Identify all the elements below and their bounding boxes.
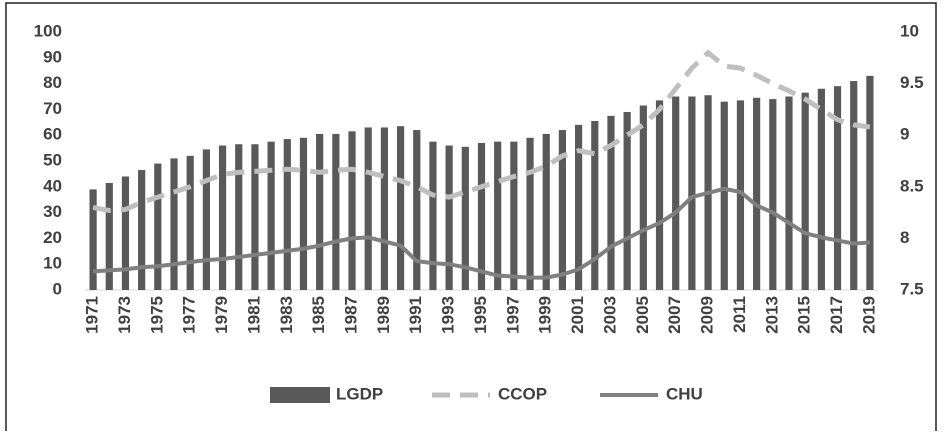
x-tick-label: 1995 <box>471 296 490 334</box>
y2-tick-label: 9.5 <box>900 73 924 92</box>
y2-tick-label: 10 <box>900 21 919 40</box>
y-tick-label: 60 <box>43 125 62 144</box>
bar <box>251 144 259 290</box>
y-tick-label: 80 <box>43 73 62 92</box>
x-tick-label: 1997 <box>503 296 522 334</box>
x-tick-label: 1983 <box>277 296 296 334</box>
legend-label: CHU <box>666 384 703 403</box>
bar <box>526 137 534 290</box>
x-tick-label: 2003 <box>600 296 619 334</box>
x-tick-label: 1987 <box>342 296 361 334</box>
x-tick-label: 1973 <box>115 296 134 334</box>
bar <box>138 170 146 290</box>
y-tick-label: 90 <box>43 47 62 66</box>
bar <box>283 139 291 290</box>
bar <box>429 141 437 290</box>
bar <box>558 130 567 290</box>
bar <box>753 97 761 290</box>
y2-tick-label: 8.5 <box>900 176 924 195</box>
x-tick-label: 2007 <box>665 296 684 334</box>
y2-tick-label: 8 <box>900 228 909 247</box>
line <box>92 186 871 280</box>
bar <box>510 141 518 290</box>
bar <box>413 130 421 290</box>
x-tick-label: 2015 <box>795 296 814 334</box>
bar <box>607 115 615 290</box>
bar <box>817 88 825 290</box>
frame <box>5 2 937 436</box>
bar <box>89 189 97 290</box>
x-tick-label: 2013 <box>762 296 781 334</box>
bar <box>494 141 502 290</box>
legend-label: CCOP <box>498 384 547 403</box>
x-tick-label: 1981 <box>244 296 263 334</box>
bar <box>299 137 308 290</box>
bar <box>121 176 130 290</box>
bar <box>785 96 793 290</box>
bar <box>267 141 275 290</box>
bar <box>105 182 113 290</box>
bar <box>477 142 486 290</box>
bar <box>542 133 550 290</box>
bar <box>720 101 728 290</box>
line <box>92 50 871 214</box>
x-tick-label: 1985 <box>309 296 328 334</box>
y-tick-label: 100 <box>34 21 62 40</box>
x-tick-label: 2017 <box>827 296 846 334</box>
bar <box>833 86 842 291</box>
bar <box>591 121 599 290</box>
bar <box>801 92 809 290</box>
x-tick-label: 2011 <box>730 296 749 333</box>
y2-tick-label: 9 <box>900 125 909 144</box>
x-tick-label: 2005 <box>633 296 652 334</box>
bar <box>445 145 453 290</box>
x-tick-label: 2001 <box>568 296 587 334</box>
x-tick-label: 1975 <box>147 296 166 334</box>
bar <box>348 131 356 290</box>
bar <box>364 127 372 291</box>
bar <box>639 105 647 290</box>
legend-swatch <box>270 387 330 403</box>
y-tick-label: 20 <box>43 228 62 247</box>
bar <box>461 146 469 290</box>
bar <box>235 144 243 290</box>
x-tick-label: 1971 <box>83 296 102 334</box>
bar <box>186 155 194 290</box>
bar <box>218 145 227 290</box>
bar <box>154 163 162 290</box>
bar <box>623 111 631 290</box>
x-tick-label: 1991 <box>406 296 425 334</box>
legend-label: LGDP <box>336 384 383 403</box>
y-tick-label: 40 <box>43 176 62 195</box>
bar <box>380 127 388 291</box>
y-tick-label: 50 <box>43 150 62 169</box>
x-tick-label: 1977 <box>180 296 199 334</box>
bar <box>672 96 680 290</box>
bar <box>316 133 324 290</box>
bar <box>170 158 178 290</box>
x-tick-label: 1989 <box>374 296 393 334</box>
bar <box>736 100 745 291</box>
bar <box>866 75 874 290</box>
y-tick-label: 10 <box>43 254 62 273</box>
y-tick-label: 30 <box>43 202 62 221</box>
x-tick-label: 1993 <box>439 296 458 334</box>
bar <box>769 99 777 290</box>
bar <box>850 81 858 291</box>
x-tick-label: 1999 <box>536 296 555 334</box>
bar <box>332 133 340 290</box>
x-tick-label: 1979 <box>212 296 231 334</box>
bar <box>688 96 696 290</box>
y2-tick-label: 7.5 <box>900 279 924 298</box>
y-tick-label: 0 <box>53 279 62 298</box>
bar <box>575 124 583 290</box>
y-tick-label: 70 <box>43 99 62 118</box>
bar <box>396 126 405 290</box>
bar <box>202 149 210 290</box>
x-tick-label: 2019 <box>859 296 878 334</box>
bar <box>655 100 664 291</box>
x-tick-label: 2009 <box>698 296 717 334</box>
